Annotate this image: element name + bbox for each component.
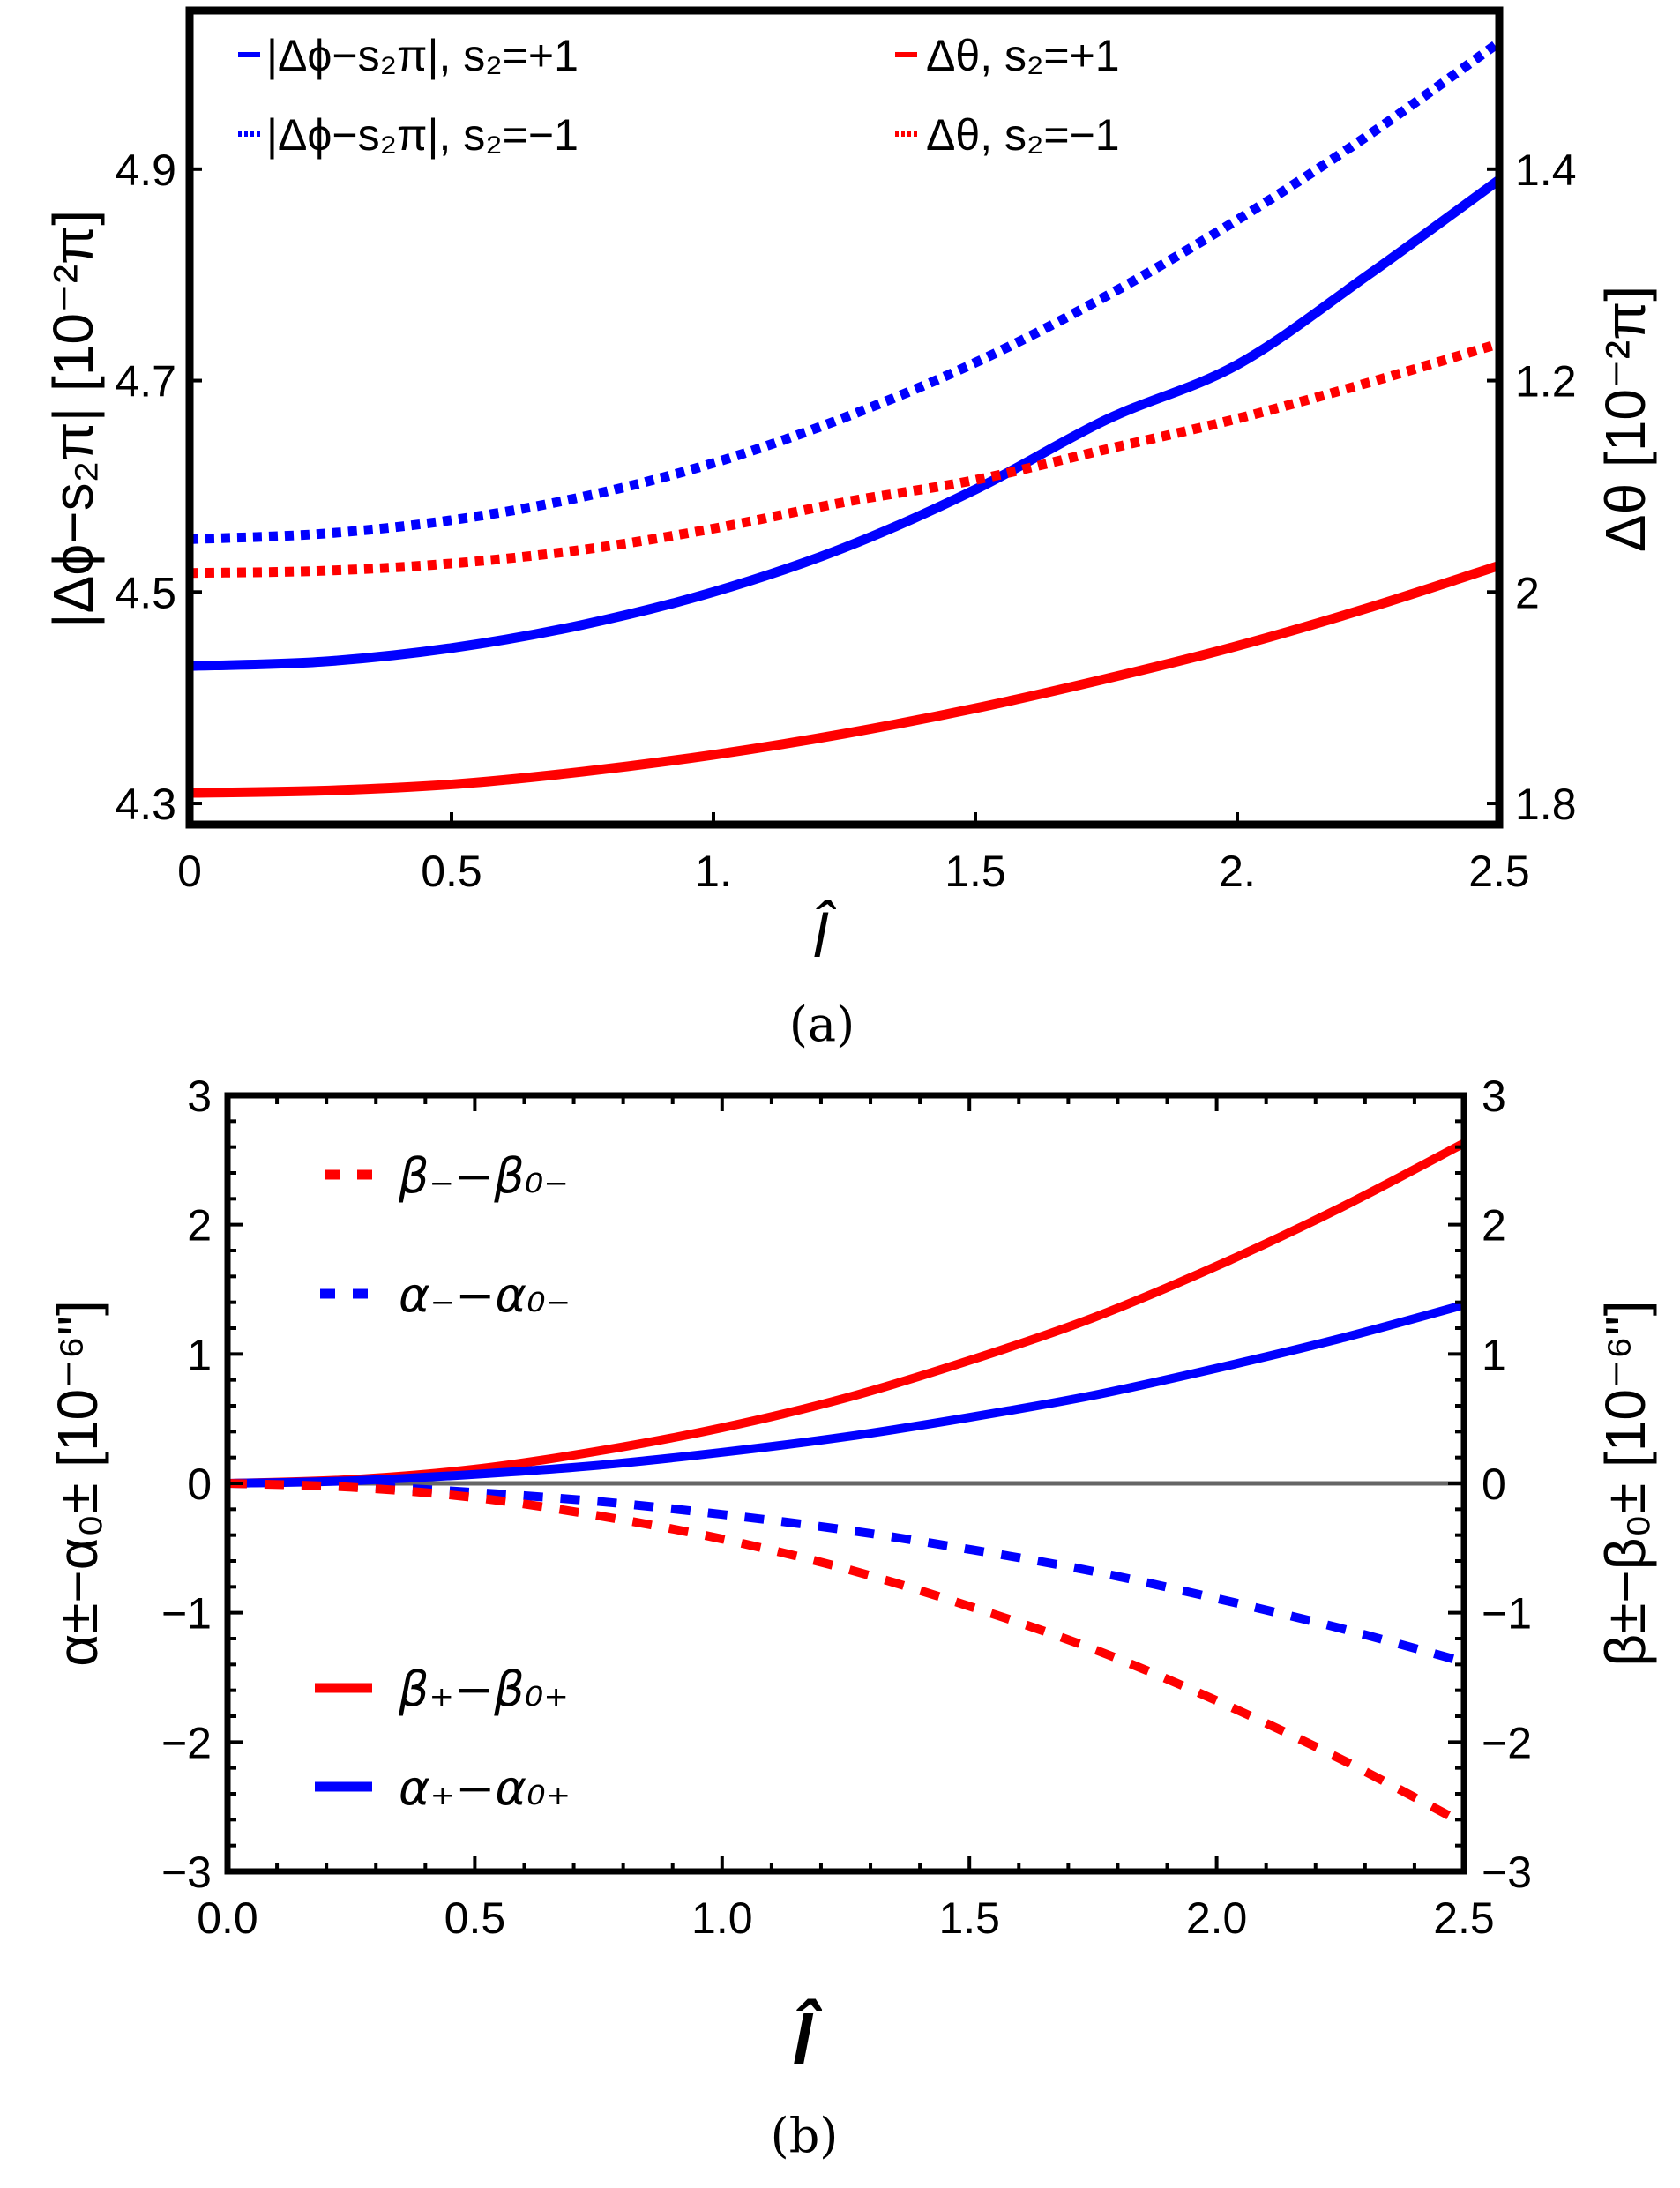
x-tick-label: 1.5 bbox=[945, 847, 1006, 896]
panel-b-x-ticks: 0.0 0.5 1.0 1.5 2.0 2.5 bbox=[197, 1095, 1495, 1943]
x-tick-label: 2.5 bbox=[1433, 1893, 1495, 1943]
y-tick-label-right: −3 bbox=[1482, 1848, 1532, 1897]
panel-b-caption: (b) bbox=[771, 2108, 839, 2163]
y-tick-label-right: 2 bbox=[1482, 1201, 1506, 1251]
x-tick-label: 1. bbox=[695, 847, 732, 896]
x-tick-label: 2. bbox=[1219, 847, 1256, 896]
y-tick-label-right: 2 bbox=[1515, 568, 1540, 617]
panel-a-series-3 bbox=[189, 561, 1501, 798]
legend-label: |Δϕ−s₂π|, s₂=−1 bbox=[266, 110, 579, 160]
y-tick-label-left: 2 bbox=[187, 1201, 212, 1251]
panel-a-legend: |Δϕ−s₂π|, s₂=+1 |Δϕ−s₂π|, s₂=−1 Δθ, s₂=+… bbox=[238, 31, 1120, 160]
panel-a-caption: (a) bbox=[789, 997, 855, 1052]
y-tick-label-left: 3 bbox=[187, 1072, 212, 1121]
x-tick-label: 2.0 bbox=[1186, 1893, 1248, 1943]
panel-a-frame bbox=[185, 6, 1504, 829]
x-tick-label: 0.5 bbox=[421, 847, 482, 896]
legend-label: β₊−β₀₊ bbox=[398, 1662, 569, 1717]
panel-b-series-2 bbox=[227, 1479, 1466, 1667]
y-tick-label-right: −1 bbox=[1482, 1589, 1532, 1639]
y-tick-label-left: −1 bbox=[161, 1589, 212, 1639]
legend-label: Δθ, s₂=+1 bbox=[926, 31, 1120, 80]
panel-a-series-0 bbox=[189, 175, 1503, 671]
panel-a: 0 0.5 1. 1.5 2. 2.5 4.3 4.5 4.7 4.9 1.8 2 1.2 1.4 |… bbox=[41, 6, 1657, 1052]
y-tick-label-left: 1 bbox=[187, 1330, 212, 1379]
y-tick-label-right: 1 bbox=[1482, 1330, 1506, 1379]
panel-a-y-ticks-left: 4.3 4.5 4.7 4.9 bbox=[115, 146, 202, 829]
y-tick-label-left: 4.9 bbox=[115, 146, 176, 195]
panel-a-curves bbox=[189, 38, 1503, 798]
y-tick-label-left: −3 bbox=[161, 1848, 212, 1897]
panel-b-y-axis-title-right: β±−β₀± [10⁻⁶"] bbox=[1594, 1300, 1657, 1666]
panel-b-y-axis-title-left: α±−α₀± [10⁻⁶"] bbox=[46, 1300, 109, 1667]
y-tick-label-left: −2 bbox=[161, 1718, 212, 1767]
y-tick-label-right: 1.2 bbox=[1515, 357, 1577, 407]
legend-label: β₋−β₀₋ bbox=[398, 1148, 569, 1204]
legend-label: |Δϕ−s₂π|, s₂=+1 bbox=[266, 31, 579, 80]
x-tick-label: 0.5 bbox=[444, 1893, 506, 1943]
panel-a-y-ticks-right: 1.8 2 1.2 1.4 bbox=[1487, 146, 1577, 829]
x-tick-label: 1.0 bbox=[691, 1893, 753, 1943]
y-tick-label-left: 0 bbox=[187, 1460, 212, 1509]
panel-a-x-ticks: 0 0.5 1. 1.5 2. 2.5 bbox=[177, 812, 1530, 896]
panel-b-y-ticks: −3 −3 −2 −2 −1 −1 0 0 1 1 2 2 3 3 bbox=[161, 1072, 1532, 1897]
y-tick-label-left: 4.7 bbox=[115, 357, 176, 407]
legend-label: α₋−α₀₋ bbox=[399, 1267, 571, 1323]
panel-b-legend-upper: β₋−β₀₋ α₋−α₀₋ bbox=[320, 1148, 571, 1323]
panel-a-y-axis-title-right: Δθ [10⁻²π] bbox=[1594, 286, 1657, 552]
panel-b-series-1 bbox=[227, 1300, 1466, 1488]
y-tick-label-right: −2 bbox=[1482, 1718, 1532, 1767]
x-tick-label: 0 bbox=[177, 847, 202, 896]
panel-a-series-1 bbox=[189, 38, 1503, 544]
y-tick-label-right: 1.8 bbox=[1515, 780, 1577, 829]
panel-a-series-2 bbox=[189, 339, 1501, 579]
y-tick-label-right: 0 bbox=[1482, 1460, 1506, 1509]
panel-b: 0.0 0.5 1.0 1.5 2.0 2.5 −3 −3−2 −2−1 −10 01 12 23 3 … bbox=[46, 1072, 1657, 2163]
panel-b-legend-lower: β₊−β₀₊ α₊−α₀₊ bbox=[315, 1662, 571, 1816]
y-tick-label-left: 4.3 bbox=[115, 780, 176, 829]
panel-a-y-axis-title-left: |Δϕ−s₂π| [10⁻²π] bbox=[41, 210, 105, 628]
panel-a-x-axis-title: l̂ bbox=[813, 900, 836, 970]
y-tick-label-left: 4.5 bbox=[115, 568, 176, 617]
panel-b-series-3 bbox=[227, 1479, 1467, 1828]
panel-b-x-axis-title: l̂ bbox=[793, 1998, 823, 2079]
y-tick-label-right: 3 bbox=[1482, 1072, 1506, 1121]
y-tick-label-right: 1.4 bbox=[1515, 146, 1577, 195]
x-tick-label: 1.5 bbox=[938, 1893, 1000, 1943]
legend-label: Δθ, s₂=−1 bbox=[926, 110, 1120, 160]
x-tick-label: 2.5 bbox=[1468, 847, 1530, 896]
panel-b-curves bbox=[227, 1139, 1467, 1828]
legend-label: α₊−α₀₊ bbox=[399, 1760, 571, 1816]
x-tick-label: 0.0 bbox=[197, 1893, 258, 1943]
